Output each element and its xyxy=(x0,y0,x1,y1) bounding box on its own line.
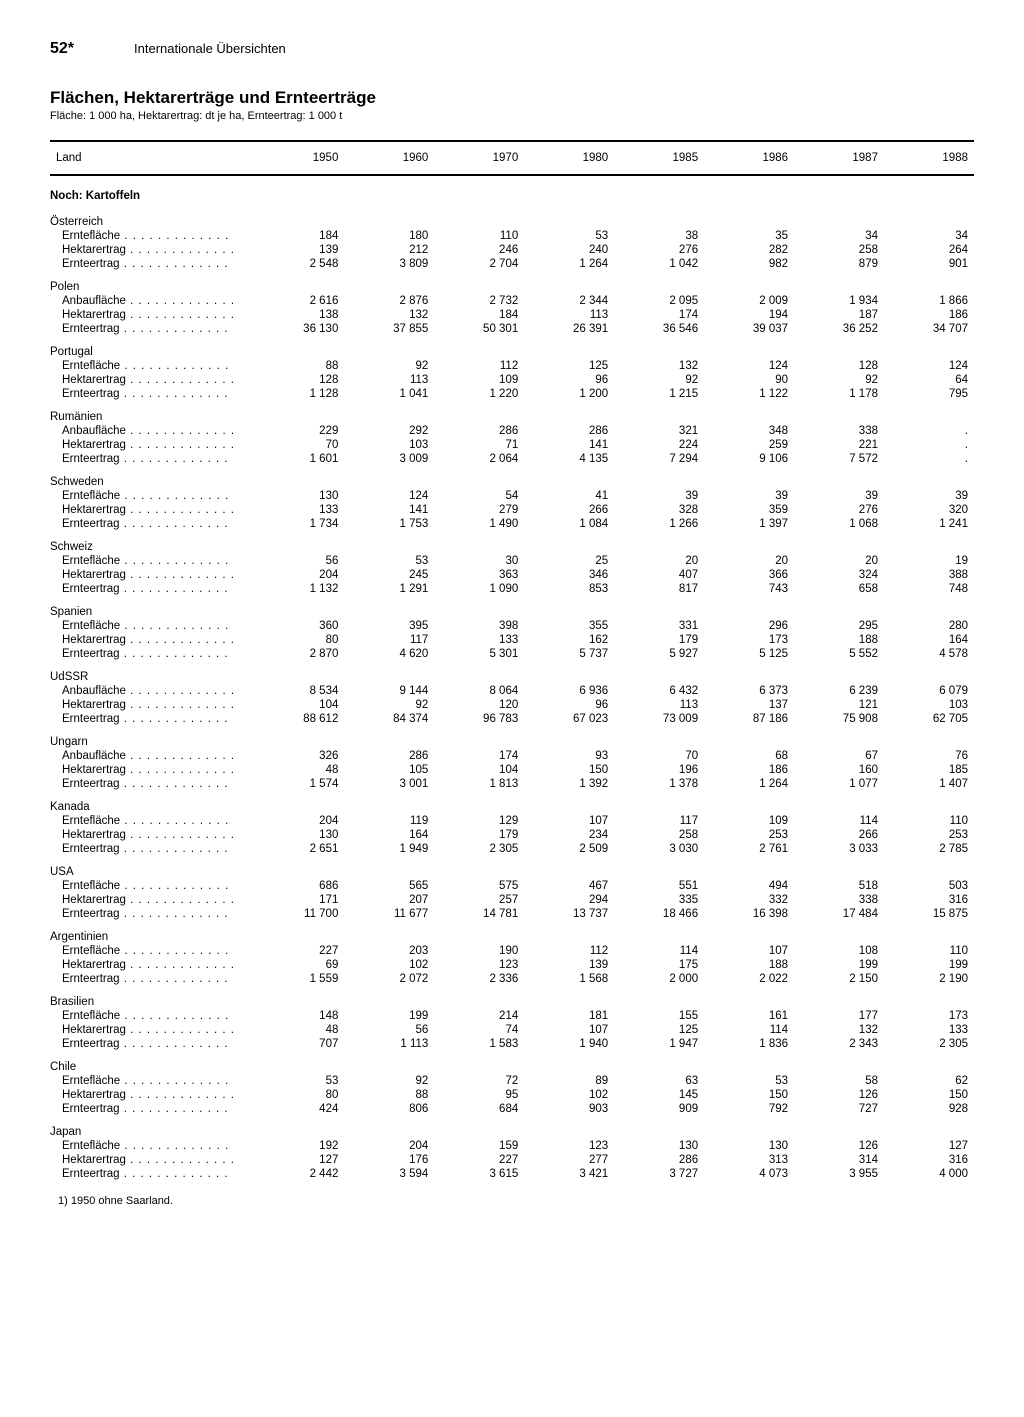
main-title: Flächen, Hektarerträge und Ernteerträge xyxy=(50,88,974,108)
col-year: 1960 xyxy=(344,141,434,175)
table-row: Anbaufläche8 5349 1448 0646 9366 4326 37… xyxy=(50,684,974,698)
table-row: Ernteertrag7071 1131 5831 9401 9471 8362… xyxy=(50,1037,974,1051)
country-row: Schweiz xyxy=(50,531,974,554)
col-year: 1950 xyxy=(254,141,344,175)
country-row: Spanien xyxy=(50,596,974,619)
table-row: Ernteertrag11 70011 67714 78113 73718 46… xyxy=(50,907,974,921)
table-row: Hektarertrag130164179234258253266253 xyxy=(50,828,974,842)
table-row: Erntefläche204119129107117109114110 xyxy=(50,814,974,828)
table-row: Ernteertrag1 1281 0411 2201 2001 2151 12… xyxy=(50,387,974,401)
table-row: Erntefläche686565575467551494518503 xyxy=(50,879,974,893)
table-row: Erntefläche5653302520202019 xyxy=(50,554,974,568)
section-title: Internationale Übersichten xyxy=(134,41,286,56)
table-row: Hektarertrag127176227277286313314316 xyxy=(50,1153,974,1167)
country-row: USA xyxy=(50,856,974,879)
country-row: UdSSR xyxy=(50,661,974,684)
table-row: Erntefläche5392728963535862 xyxy=(50,1074,974,1088)
col-land: Land xyxy=(50,141,254,175)
table-row: Erntefläche1841801105338353434 xyxy=(50,229,974,243)
country-row: Kanada xyxy=(50,791,974,814)
table-row: Hektarertrag204245363346407366324388 xyxy=(50,568,974,582)
table-row: Erntefläche192204159123130130126127 xyxy=(50,1139,974,1153)
table-body: Noch: KartoffelnÖsterreichErntefläche184… xyxy=(50,175,974,1181)
country-row: Österreich xyxy=(50,206,974,229)
col-year: 1980 xyxy=(524,141,614,175)
col-year: 1988 xyxy=(884,141,974,175)
country-row: Japan xyxy=(50,1116,974,1139)
table-row: Ernteertrag2 8704 6205 3015 7375 9275 12… xyxy=(50,647,974,661)
table-row: Erntefläche227203190112114107108110 xyxy=(50,944,974,958)
table-row: Hektarertrag80117133162179173188164 xyxy=(50,633,974,647)
table-row: Ernteertrag88 61284 37496 78367 02373 00… xyxy=(50,712,974,726)
table-row: Ernteertrag2 4423 5943 6153 4213 7274 07… xyxy=(50,1167,974,1181)
table-row: Hektarertrag133141279266328359276320 xyxy=(50,503,974,517)
table-row: Ernteertrag424806684903909792727928 xyxy=(50,1102,974,1116)
table-row: Hektarertrag808895102145150126150 xyxy=(50,1088,974,1102)
subtitle: Fläche: 1 000 ha, Hektarertrag: dt je ha… xyxy=(50,110,974,122)
table-row: Erntefläche8892112125132124128124 xyxy=(50,359,974,373)
table-row: Ernteertrag2 6511 9492 3052 5093 0302 76… xyxy=(50,842,974,856)
country-row: Rumänien xyxy=(50,401,974,424)
country-row: Brasilien xyxy=(50,986,974,1009)
table-row: Hektarertrag139212246240276282258264 xyxy=(50,243,974,257)
table-header-row: Land 1950 1960 1970 1980 1985 1986 1987 … xyxy=(50,141,974,175)
col-year: 1987 xyxy=(794,141,884,175)
country-row: Portugal xyxy=(50,336,974,359)
data-table: Land 1950 1960 1970 1980 1985 1986 1987 … xyxy=(50,140,974,1181)
country-row: Ungarn xyxy=(50,726,974,749)
table-row: Hektarertrag7010371141224259221. xyxy=(50,438,974,452)
col-year: 1985 xyxy=(614,141,704,175)
footnote: 1) 1950 ohne Saarland. xyxy=(50,1195,974,1207)
country-row: Argentinien xyxy=(50,921,974,944)
table-row: Erntefläche360395398355331296295280 xyxy=(50,619,974,633)
country-row: Polen xyxy=(50,271,974,294)
section-head: Noch: Kartoffeln xyxy=(50,175,974,206)
table-row: Hektarertrag138132184113174194187186 xyxy=(50,308,974,322)
table-row: Anbaufläche2 6162 8762 7322 3442 0952 00… xyxy=(50,294,974,308)
table-row: Ernteertrag2 5483 8092 7041 2641 0429828… xyxy=(50,257,974,271)
table-row: Ernteertrag1 7341 7531 4901 0841 2661 39… xyxy=(50,517,974,531)
table-row: Ernteertrag1 5743 0011 8131 3921 3781 26… xyxy=(50,777,974,791)
table-row: Ernteertrag36 13037 85550 30126 39136 54… xyxy=(50,322,974,336)
table-row: Hektarertrag69102123139175188199199 xyxy=(50,958,974,972)
table-row: Ernteertrag1 1321 2911 09085381774365874… xyxy=(50,582,974,596)
table-row: Ernteertrag1 5592 0722 3361 5682 0002 02… xyxy=(50,972,974,986)
country-row: Chile xyxy=(50,1051,974,1074)
table-row: Anbaufläche229292286286321348338. xyxy=(50,424,974,438)
table-row: Anbaufläche3262861749370686776 xyxy=(50,749,974,763)
table-row: Hektarertrag48105104150196186160185 xyxy=(50,763,974,777)
table-row: Erntefläche130124544139393939 xyxy=(50,489,974,503)
col-year: 1970 xyxy=(434,141,524,175)
country-row: Schweden xyxy=(50,466,974,489)
table-row: Hektarertrag1281131099692909264 xyxy=(50,373,974,387)
table-row: Hektarertrag485674107125114132133 xyxy=(50,1023,974,1037)
table-row: Ernteertrag1 6013 0092 0644 1357 2949 10… xyxy=(50,452,974,466)
col-year: 1986 xyxy=(704,141,794,175)
table-row: Erntefläche148199214181155161177173 xyxy=(50,1009,974,1023)
table-row: Hektarertrag1049212096113137121103 xyxy=(50,698,974,712)
page-number: 52* xyxy=(50,40,74,58)
table-row: Hektarertrag171207257294335332338316 xyxy=(50,893,974,907)
